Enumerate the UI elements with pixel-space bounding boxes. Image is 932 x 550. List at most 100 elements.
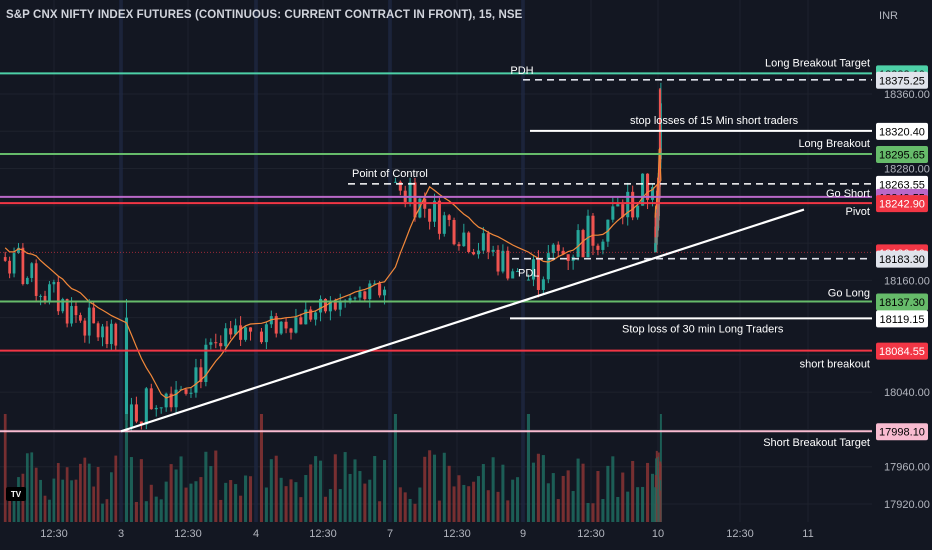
volume-bar <box>92 486 96 522</box>
candle-down <box>536 259 540 290</box>
candle-down <box>149 388 153 410</box>
volume-bar <box>194 481 198 522</box>
candle-up <box>358 291 362 298</box>
candle-up <box>611 206 615 220</box>
price-badge <box>876 310 928 328</box>
candle-down <box>289 328 293 333</box>
price-badge-value: 17998.10 <box>879 427 925 439</box>
candle-up <box>501 250 505 272</box>
candle-up <box>314 312 318 320</box>
volume-bar <box>621 472 625 522</box>
volume-bar <box>139 459 143 522</box>
volume-bar <box>229 480 233 522</box>
volume-bar <box>541 455 545 522</box>
candle-up <box>650 187 655 200</box>
volume-bar <box>83 457 87 522</box>
candle-down <box>333 301 337 310</box>
volume-bar <box>646 462 650 522</box>
candle-up <box>279 321 283 334</box>
volume-bar <box>358 471 362 522</box>
session-separator <box>521 0 525 522</box>
moving-average-line <box>4 147 662 399</box>
level-label: stop losses of 15 Min short traders <box>630 115 799 127</box>
candle-up <box>144 388 148 425</box>
time-axis-label: 12:30 <box>726 528 754 540</box>
volume-bar <box>403 492 407 522</box>
candle-down <box>437 200 441 234</box>
candle-up <box>30 263 34 278</box>
time-axis-label: 12:30 <box>40 528 68 540</box>
price-badge-value: 18320.40 <box>879 126 925 138</box>
candle-down <box>214 342 218 344</box>
candle-up <box>264 324 268 343</box>
candle-down <box>363 291 367 300</box>
volume-bar <box>526 414 531 522</box>
candle-up <box>304 309 308 325</box>
volume-bar <box>511 479 515 522</box>
time-axis-label: 12:30 <box>309 528 337 540</box>
candle-up <box>194 367 198 393</box>
volume-bar <box>289 479 293 522</box>
candle-down <box>274 316 278 334</box>
trendline[interactable] <box>120 208 805 433</box>
volume-bar <box>105 499 109 522</box>
volume-bar <box>433 454 437 522</box>
time-axis-label: 12:30 <box>174 528 202 540</box>
candle-up <box>353 297 357 299</box>
candle-down <box>467 232 471 253</box>
volume-bar <box>179 456 183 522</box>
volume-bar <box>363 483 367 522</box>
level-label: PDL <box>518 268 539 280</box>
price-badge-value: 18183.30 <box>879 254 925 266</box>
candle-up <box>383 289 387 296</box>
volume-bar <box>581 463 585 522</box>
volume-bar <box>601 498 605 522</box>
volume-bar <box>259 414 263 522</box>
volume-bar <box>52 478 56 522</box>
candle-down <box>92 307 96 324</box>
candle-down <box>139 421 143 425</box>
candle-up <box>526 279 531 281</box>
volume-bar <box>476 476 480 522</box>
candle-down <box>378 283 382 296</box>
volume-bar <box>496 491 500 522</box>
volume-bar <box>373 456 377 522</box>
volume-bar <box>239 495 243 522</box>
volume-bar <box>87 463 91 522</box>
candle-down <box>621 204 625 218</box>
candle-up <box>189 392 193 394</box>
candle-up <box>12 253 16 274</box>
candle-up <box>551 244 555 254</box>
volume-bar <box>159 499 163 522</box>
candle-down <box>79 315 82 321</box>
candle-down <box>229 328 233 335</box>
volume-bar <box>531 462 535 522</box>
price-badge <box>876 342 928 360</box>
volume-bar <box>457 475 461 522</box>
volume-bar <box>284 486 288 522</box>
candle-down <box>96 323 100 338</box>
candle-down <box>259 331 263 343</box>
volume-bar <box>294 482 298 522</box>
candle-up <box>586 215 590 258</box>
volume-bar <box>39 479 42 522</box>
volume-bar <box>551 473 555 522</box>
volume-bar <box>516 477 520 522</box>
candle-up <box>408 182 412 202</box>
volume-bar <box>309 464 313 522</box>
price-badge <box>876 250 928 268</box>
candle-up <box>61 299 65 312</box>
candle-up <box>433 200 437 222</box>
price-axis-label: 18040.00 <box>884 387 930 399</box>
volume-bar <box>96 466 100 522</box>
price-badge <box>876 195 928 213</box>
price-badge-value: 18119.15 <box>879 314 924 326</box>
candle-up <box>616 204 620 207</box>
volume-bar <box>269 459 273 522</box>
candle-down <box>472 252 476 255</box>
candle-down <box>134 404 138 422</box>
volume-bar <box>491 457 495 522</box>
candle-up <box>159 407 163 409</box>
volume-bar <box>481 464 485 522</box>
